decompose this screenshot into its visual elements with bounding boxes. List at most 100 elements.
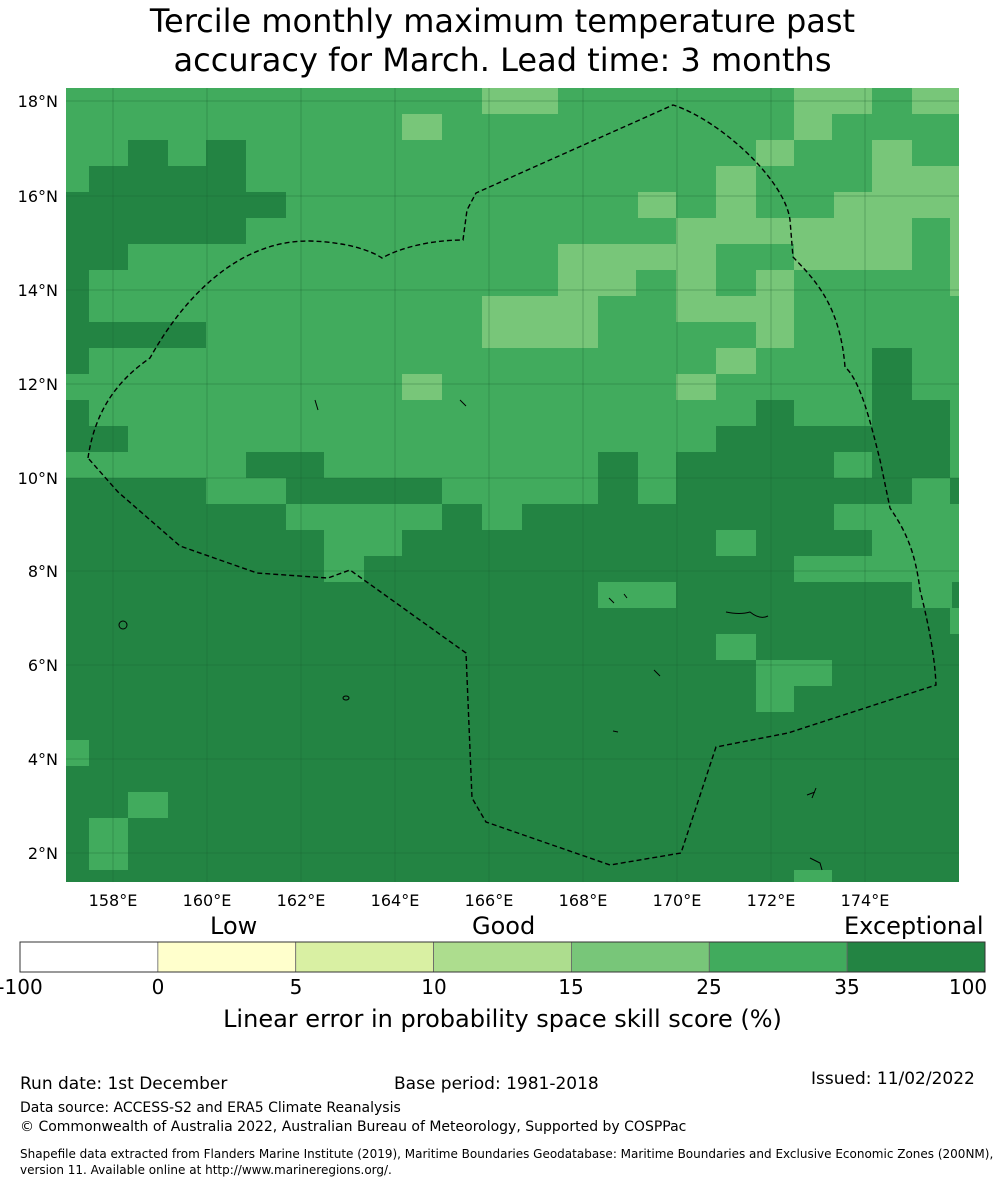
colorbar-label-good: Good	[472, 912, 536, 940]
lat-tick-2: 2°N	[28, 844, 58, 863]
lat-tick-16: 16°N	[18, 187, 58, 206]
shapefile-credit-line-1: Shapefile data extracted from Flanders M…	[20, 1147, 994, 1161]
cell	[912, 244, 950, 296]
shapefile-credit-line-2: version 11. Available online at http://w…	[20, 1163, 392, 1177]
colorbar-segment-2	[295, 941, 434, 973]
cell	[912, 478, 950, 504]
colorbar-segment-6	[846, 941, 986, 973]
cell	[482, 88, 558, 114]
cell	[558, 244, 676, 270]
shapefile-credit: Shapefile data extracted from Flanders M…	[20, 1146, 1000, 1178]
cell	[756, 660, 832, 686]
cell	[66, 400, 89, 452]
cell	[794, 556, 959, 582]
cell	[794, 88, 872, 114]
cell	[558, 270, 636, 296]
lat-tick-12: 12°N	[18, 375, 58, 394]
cell	[716, 192, 756, 218]
lon-tick-172: 172°E	[747, 891, 796, 910]
cell	[128, 792, 168, 818]
colorbar-tick-7: 100	[948, 975, 988, 999]
cell	[206, 478, 286, 504]
cell	[912, 582, 952, 608]
cell	[442, 478, 482, 504]
cell	[716, 634, 756, 660]
colorbar-segments	[19, 941, 986, 973]
cell	[950, 244, 959, 296]
cell	[872, 140, 912, 166]
cell	[794, 870, 832, 882]
cell	[402, 114, 442, 140]
lon-tick-170: 170°E	[653, 891, 702, 910]
lon-tick-160: 160°E	[183, 891, 232, 910]
cell	[324, 530, 402, 556]
cell	[442, 452, 676, 478]
colorbar-tick-1: 0	[151, 975, 165, 999]
cell	[794, 244, 912, 270]
cell	[638, 192, 676, 218]
lat-tick-4: 4°N	[28, 750, 58, 769]
lon-tick-158: 158°E	[89, 891, 138, 910]
colorbar-frame	[19, 941, 986, 973]
cell	[676, 374, 716, 400]
cell	[482, 478, 522, 530]
base-period: Base period: 1981-2018	[394, 1074, 599, 1094]
cell	[676, 244, 716, 270]
cell	[676, 270, 716, 296]
lat-tick-14: 14°N	[18, 281, 58, 300]
cell	[482, 322, 598, 348]
lon-tick-labels: 158°E 160°E 162°E 164°E 166°E 168°E 170°…	[89, 891, 890, 910]
lat-tick-8: 8°N	[28, 562, 58, 581]
colorbar-title: Linear error in probability space skill …	[223, 1005, 782, 1033]
lon-tick-166: 166°E	[465, 891, 514, 910]
lon-tick-168: 168°E	[559, 891, 608, 910]
run-date: Run date: 1st December	[20, 1074, 228, 1094]
colorbar-segment-1	[157, 941, 297, 973]
cell	[89, 426, 128, 452]
colorbar-label-exceptional: Exceptional	[844, 912, 984, 940]
colorbar-tick-6: 35	[834, 975, 860, 999]
cell	[286, 504, 442, 530]
cell	[66, 296, 89, 322]
colorbar-segment-0	[19, 941, 159, 973]
cell	[756, 140, 794, 166]
colorbar-tick-5: 25	[696, 975, 722, 999]
lon-tick-162: 162°E	[277, 891, 326, 910]
exceptional-south-region	[66, 348, 959, 882]
lat-tick-labels: 2°N 4°N 6°N 8°N 10°N 12°N 14°N 16°N 18°N	[18, 92, 58, 863]
colorbar-label-low: Low	[210, 912, 258, 940]
cell	[598, 582, 676, 608]
colorbar	[19, 941, 986, 973]
cell	[716, 348, 756, 374]
cell	[324, 556, 364, 582]
title-line-1: Tercile monthly maximum temperature past	[149, 2, 856, 40]
cell	[66, 740, 89, 766]
cell	[794, 114, 832, 140]
cell	[598, 452, 638, 478]
cell	[834, 504, 959, 530]
lat-tick-18: 18°N	[18, 92, 58, 111]
cell	[402, 374, 442, 400]
lat-tick-10: 10°N	[18, 469, 58, 488]
cell	[912, 114, 959, 140]
colorbar-tick-3: 10	[421, 975, 447, 999]
colorbar-segment-4	[571, 941, 710, 973]
cell	[756, 322, 794, 348]
issued-date: Issued: 11/02/2022	[811, 1069, 975, 1089]
colorbar-tick-4: 15	[558, 975, 584, 999]
cell	[66, 322, 89, 374]
map-gridlines	[66, 88, 959, 882]
data-source: Data source: ACCESS-S2 and ERA5 Climate …	[20, 1100, 401, 1116]
cell	[716, 166, 756, 192]
cell	[834, 192, 959, 218]
lat-tick-6: 6°N	[28, 656, 58, 675]
colorbar-tick-0: -100	[0, 975, 43, 999]
skill-map: 158°E 160°E 162°E 164°E 166°E 168°E 170°…	[18, 88, 959, 910]
cell	[716, 530, 756, 556]
cell	[482, 296, 598, 322]
cell	[676, 296, 794, 322]
colorbar-segment-5	[708, 941, 848, 973]
cell	[89, 818, 128, 870]
colorbar-segment-3	[433, 941, 572, 973]
exceptional-northwest-region	[66, 140, 286, 296]
